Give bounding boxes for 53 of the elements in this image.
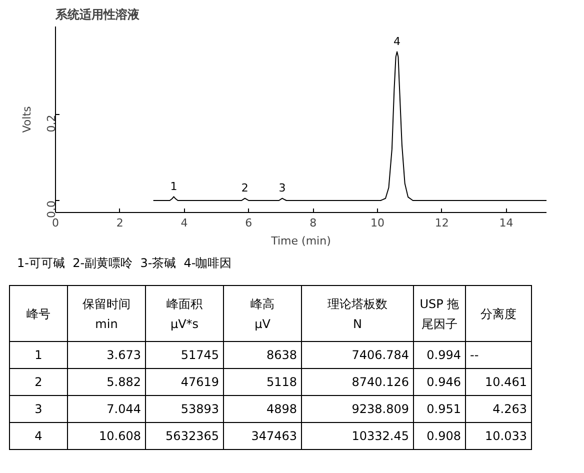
text: 5118 — [224, 368, 302, 396]
text: 保留时间 min — [68, 286, 146, 342]
text: 分离度 — [466, 286, 532, 342]
text: 10.461 — [466, 368, 532, 396]
y-tick-label: 0.2 — [45, 114, 58, 132]
x-axis-title: Time (min) — [270, 234, 331, 248]
x-tick-label: 2 — [116, 216, 124, 230]
text: 0.908 — [414, 422, 466, 450]
x-tick-label: 12 — [434, 216, 449, 230]
text: 2 — [10, 368, 68, 396]
text: 峰高 μV — [224, 286, 302, 342]
text: -- — [466, 342, 532, 368]
annotation: 4 — [394, 34, 401, 48]
text: 0.951 — [414, 396, 466, 422]
text: 7406.784 — [302, 342, 414, 368]
text: 47619 — [146, 368, 224, 396]
text: 峰面积 μV*s — [146, 286, 224, 342]
text: 5632365 — [146, 422, 224, 450]
x-tick-label: 4 — [180, 216, 188, 230]
y-tick-label: 0.0 — [45, 200, 58, 218]
annotation: 2 — [241, 181, 248, 194]
text: 8638 — [224, 342, 302, 368]
x-tick-label: 14 — [499, 216, 514, 230]
x-tick-label: 8 — [310, 216, 317, 230]
text: 1 — [10, 342, 68, 368]
text: 10.608 — [68, 422, 146, 450]
annotation: 1 — [170, 180, 178, 193]
x-tick-label: 0 — [52, 216, 59, 230]
text: 4898 — [224, 396, 302, 422]
text: 3 — [10, 396, 68, 422]
text: 53893 — [146, 396, 224, 422]
chart-title: 系统适用性溶液 — [54, 8, 140, 22]
text: 4.263 — [466, 396, 532, 422]
text: 0.994 — [414, 342, 466, 368]
text: 5.882 — [68, 368, 146, 396]
text: 347463 — [224, 422, 302, 450]
x-tick-label: 6 — [245, 216, 252, 230]
text: 10332.45 — [302, 422, 414, 450]
text: 7.044 — [68, 396, 146, 422]
x-tick-label: 10 — [370, 216, 384, 230]
text: 51745 — [146, 342, 224, 368]
text: 0.946 — [414, 368, 466, 396]
text: 10.033 — [466, 422, 532, 450]
text: 峰号 — [10, 286, 68, 342]
text: 理论塔板数 N — [302, 286, 414, 342]
text: USP 拖尾因子 — [414, 286, 466, 342]
text: 3.673 — [68, 342, 146, 368]
text: 4 — [10, 422, 68, 450]
text: 9238.809 — [302, 396, 414, 422]
annotation: 3 — [278, 181, 286, 194]
text: 8740.126 — [302, 368, 414, 396]
y-axis-title: Volts — [20, 106, 34, 133]
text: 1-可可碱 2-副黄嘌呤 3-茶碱 4-咖啡因 — [16, 255, 232, 272]
